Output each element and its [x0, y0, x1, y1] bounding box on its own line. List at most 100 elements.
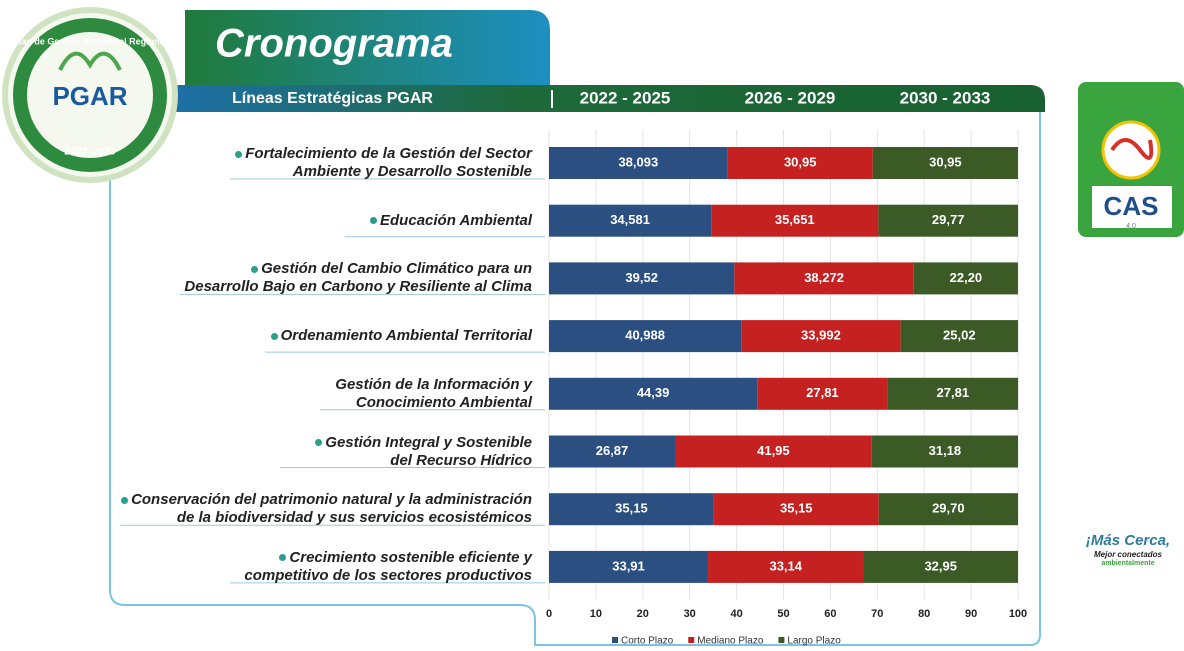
- seal-years: 2022 -2033: [64, 147, 116, 158]
- x-tick-label: 40: [730, 608, 742, 620]
- value-label: 32,95: [924, 558, 957, 573]
- header-bar: [170, 85, 1045, 112]
- cas-plate: [1092, 186, 1172, 228]
- bar-segment: [727, 147, 873, 179]
- bar-segment: [549, 147, 728, 179]
- value-label: 33,91: [612, 558, 645, 573]
- legend-label: Largo Plazo: [787, 636, 841, 647]
- bar-segment: [872, 147, 1018, 179]
- value-label: 31,18: [929, 443, 962, 458]
- bar-segment: [713, 493, 879, 526]
- category-text: Fortalecimiento de la Gestión del Sector…: [245, 145, 532, 180]
- x-tick-label: 60: [824, 608, 836, 620]
- bar-segment: [549, 493, 714, 526]
- bar-segment: [913, 262, 1018, 295]
- x-tick-label: 100: [1009, 608, 1027, 620]
- value-label: 25,02: [943, 328, 976, 343]
- value-label: 30,95: [784, 154, 817, 169]
- bar-segment: [549, 435, 676, 468]
- category-label: Fortalecimiento de la Gestión del Sector…: [235, 145, 532, 181]
- value-label: 38,272: [804, 270, 844, 285]
- cas-text: CAS: [1104, 191, 1159, 221]
- period: 2030 - 2033: [900, 88, 991, 107]
- value-label: 38,093: [618, 154, 658, 169]
- bar-segment: [549, 204, 712, 237]
- value-label: 27,81: [937, 385, 970, 400]
- seal-ring-text: Plan de Gestión Ambiental Regional: [13, 36, 167, 46]
- bullet: [270, 332, 278, 340]
- period: 2022 - 2025: [580, 88, 671, 107]
- seal: [2, 7, 178, 183]
- header-title: Líneas Estratégicas PGAR: [232, 90, 433, 107]
- bar-segment: [708, 550, 864, 583]
- seal-leaves: [58, 51, 122, 71]
- bar-segment: [863, 550, 1018, 583]
- x-tick-label: 10: [590, 608, 602, 620]
- bar-segment: [900, 320, 1018, 353]
- x-tick-label: 90: [965, 608, 977, 620]
- frame: [109, 100, 1041, 646]
- slogan-3: ambientalmente: [1101, 560, 1154, 567]
- value-label: 27,81: [806, 385, 839, 400]
- value-label: 35,15: [615, 501, 648, 516]
- value-label: 41,95: [757, 443, 790, 458]
- category-text: Crecimiento sostenible eficiente y compe…: [244, 548, 532, 584]
- value-label: 35,651: [775, 212, 815, 227]
- value-label: 44,39: [637, 385, 670, 400]
- category-text: Ordenamiento Ambiental Territorial: [280, 327, 532, 345]
- bar-segment: [757, 377, 888, 410]
- bar-segment: [741, 320, 901, 353]
- value-label: 33,14: [769, 558, 802, 573]
- cas-version: 4.0: [1126, 223, 1136, 230]
- seal-name: PGAR: [52, 81, 127, 111]
- cas-emblem: [1101, 120, 1161, 180]
- slogan-2: Mejor conectados: [1094, 550, 1163, 559]
- category-label: Gestión del Cambio Climático para un Des…: [184, 260, 532, 296]
- title: Cronograma: [215, 22, 453, 66]
- title-tab: [185, 10, 550, 85]
- value-label: 29,70: [932, 501, 965, 516]
- value-label: 33,992: [801, 328, 841, 343]
- category-text: Gestión de la Información y Conocimiento…: [335, 375, 532, 411]
- bullet: [235, 150, 243, 158]
- period: 2026 - 2029: [745, 88, 836, 107]
- value-label: 26,87: [596, 443, 629, 458]
- value-label: 40,988: [625, 328, 665, 343]
- cas-emblem-line: [1110, 138, 1154, 160]
- value-label: 39,52: [625, 270, 658, 285]
- bar-segment: [549, 262, 735, 295]
- bullet: [370, 217, 378, 225]
- bullet: [315, 439, 323, 447]
- category-label: Gestión de la Información y Conocimiento…: [335, 376, 532, 412]
- x-tick-label: 30: [684, 608, 696, 620]
- value-label: 35,15: [780, 501, 813, 516]
- bar-segment: [734, 262, 914, 295]
- bullet: [251, 265, 259, 273]
- category-label: Educación Ambiental: [370, 212, 532, 230]
- bullet: [121, 496, 129, 504]
- bar-segment: [549, 377, 758, 410]
- category-text: Conservación del patrimonio natural y la…: [131, 491, 532, 527]
- legend-swatch: [688, 637, 695, 643]
- value-label: 22,20: [950, 270, 983, 285]
- slogan-1: ¡Más Cerca,: [1086, 532, 1170, 549]
- bar-segment: [878, 204, 1019, 237]
- x-tick-label: 20: [637, 608, 649, 620]
- x-tick-label: 0: [546, 608, 552, 620]
- legend-swatch: [612, 637, 618, 643]
- x-tick-label: 50: [777, 608, 789, 620]
- category-label: Gestión Integral y Sostenible del Recurs…: [315, 434, 532, 470]
- bar-segment: [549, 320, 742, 353]
- bar-segment: [675, 435, 872, 468]
- legend-swatch: [778, 637, 785, 643]
- bar-segment: [549, 550, 709, 583]
- category-text: Gestión del Cambio Climático para un Des…: [184, 260, 532, 296]
- category-text: Gestión Integral y Sostenible del Recurs…: [325, 433, 532, 469]
- x-tick-label: 70: [871, 608, 883, 620]
- value-label: 30,95: [929, 154, 962, 169]
- category-label: Crecimiento sostenible eficiente y compe…: [244, 549, 532, 585]
- legend-label: Corto Plazo: [621, 636, 674, 647]
- bar-segment: [878, 493, 1018, 526]
